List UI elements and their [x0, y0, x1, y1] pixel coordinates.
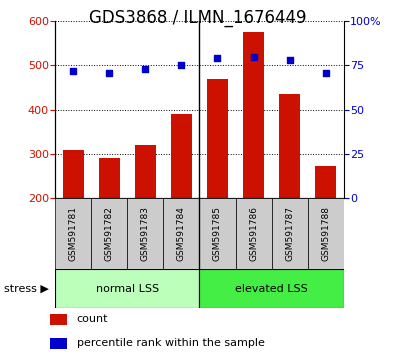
Bar [207, 79, 228, 198]
Point [178, 63, 184, 68]
Bar [99, 159, 120, 198]
Text: count: count [77, 314, 108, 325]
Bar [243, 32, 264, 198]
Point [142, 66, 149, 72]
Point [322, 70, 329, 75]
Bar [51, 314, 68, 325]
Text: GSM591788: GSM591788 [321, 206, 330, 261]
Text: stress ▶: stress ▶ [4, 284, 49, 293]
Text: GSM591784: GSM591784 [177, 206, 186, 261]
Text: GSM591781: GSM591781 [69, 206, 78, 261]
Text: GSM591785: GSM591785 [213, 206, 222, 261]
Bar [199, 198, 235, 269]
Text: elevated LSS: elevated LSS [235, 284, 308, 293]
Text: percentile rank within the sample: percentile rank within the sample [77, 338, 265, 348]
Bar [51, 338, 68, 349]
Bar [171, 114, 192, 198]
Point [286, 57, 293, 63]
Bar [308, 198, 344, 269]
Text: GSM591786: GSM591786 [249, 206, 258, 261]
Bar [235, 198, 272, 269]
Text: normal LSS: normal LSS [96, 284, 159, 293]
Bar [272, 198, 308, 269]
Text: GSM591787: GSM591787 [285, 206, 294, 261]
Text: GDS3868 / ILMN_1676449: GDS3868 / ILMN_1676449 [89, 9, 306, 27]
Bar [279, 94, 300, 198]
Bar [135, 145, 156, 198]
Bar [55, 269, 199, 308]
Bar [91, 198, 127, 269]
Point [214, 56, 221, 61]
Point [106, 70, 113, 75]
Text: GSM591782: GSM591782 [105, 206, 114, 261]
Point [70, 68, 77, 74]
Bar [127, 198, 164, 269]
Bar [199, 269, 344, 308]
Point [250, 54, 257, 59]
Text: GSM591783: GSM591783 [141, 206, 150, 261]
Bar [315, 166, 337, 198]
Bar [164, 198, 199, 269]
Bar [62, 149, 84, 198]
Bar [55, 198, 91, 269]
